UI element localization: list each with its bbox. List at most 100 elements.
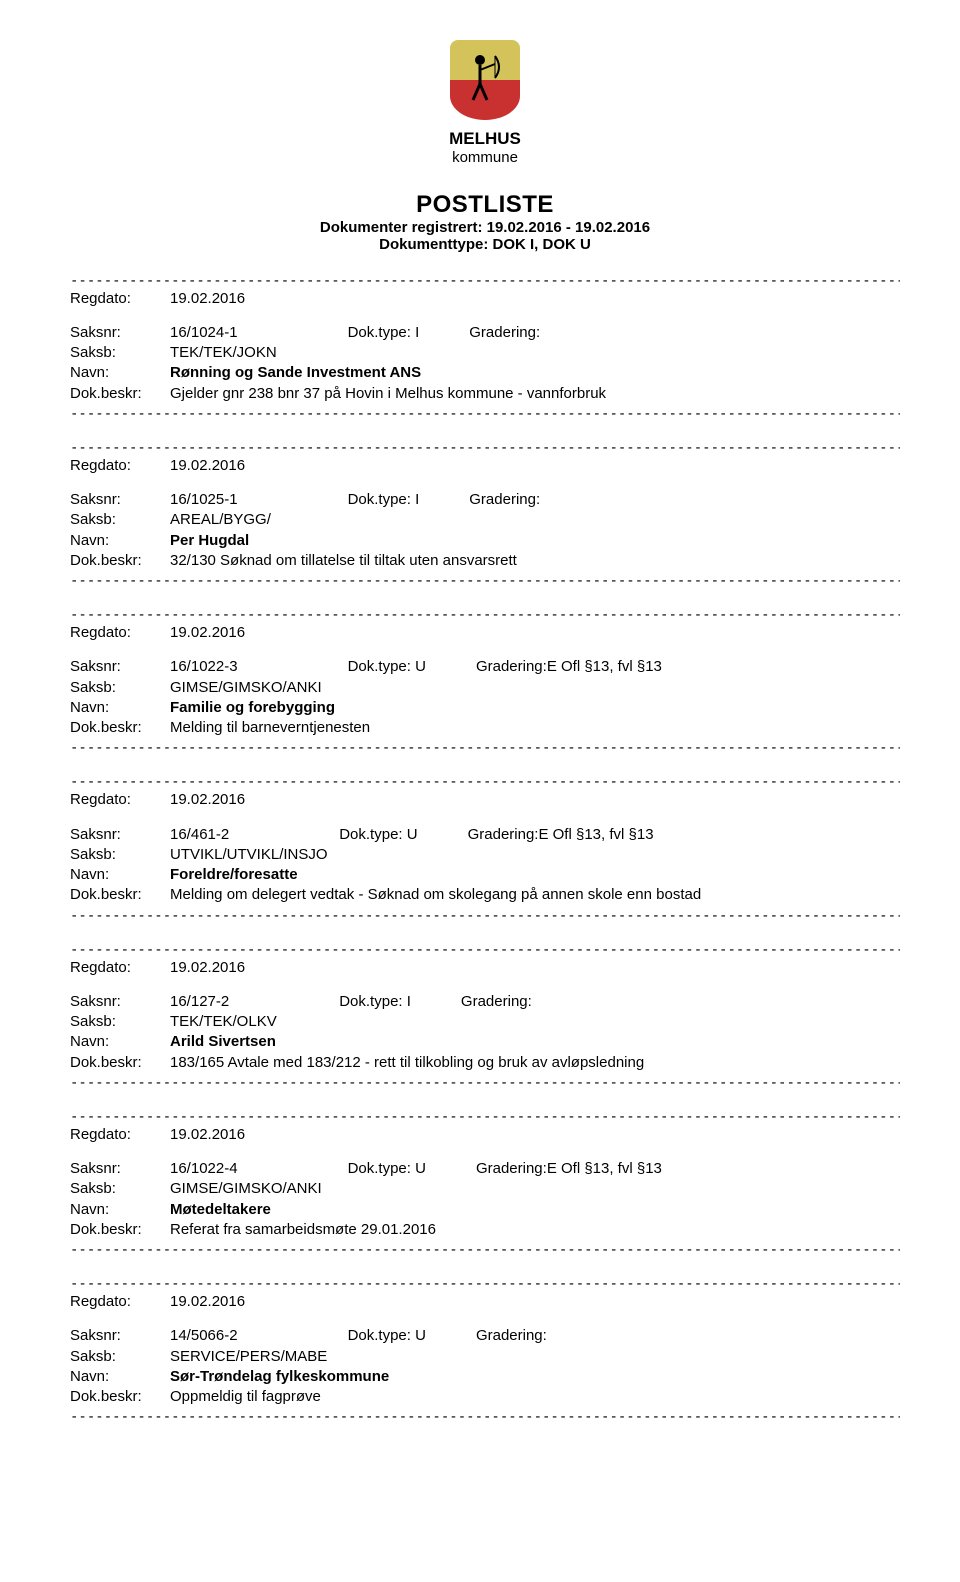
saksb-row: Saksb:GIMSE/GIMSKO/ANKI [70,678,900,698]
navn-value: Rønning og Sande Investment ANS [170,363,900,383]
logo-sub: kommune [70,149,900,166]
regdato-label: Regdato: [70,1125,170,1145]
entry-block: ----------------------------------------… [70,1276,900,1425]
saksnr-row: Saksnr:16/1022-3Dok.type: UGradering:E O… [70,657,900,677]
dokbeskr-value: Melding til barneverntjenesten [170,718,900,738]
navn-value: Møtedeltakere [170,1200,900,1220]
doktype-value: U [415,1327,426,1344]
gradering-value: E Ofl §13, fvl §13 [538,826,653,843]
dokbeskr-row: Dok.beskr:Melding om delegert vedtak - S… [70,885,900,905]
regdato-value: 19.02.2016 [170,623,900,643]
separator: ----------------------------------------… [70,908,900,924]
gradering-label: Gradering: [476,1160,547,1177]
saksb-label: Saksb: [70,343,170,363]
dokbeskr-value: Oppmeldig til fagprøve [170,1387,900,1407]
spacer [70,978,900,992]
dokbeskr-label: Dok.beskr: [70,551,170,571]
dokbeskr-label: Dok.beskr: [70,1387,170,1407]
saksnr-value: 14/5066-2 [170,1326,238,1346]
spacer [70,811,900,825]
separator: ----------------------------------------… [70,573,900,589]
doktype-cell: Dok.type: I [339,992,411,1012]
entry-block: ----------------------------------------… [70,774,900,923]
dokbeskr-label: Dok.beskr: [70,885,170,905]
doktype-label: Dok.type: [339,993,407,1010]
separator: ----------------------------------------… [70,1075,900,1091]
regdato-value: 19.02.2016 [170,958,900,978]
regdato-value: 19.02.2016 [170,1292,900,1312]
saksb-row: Saksb:AREAL/BYGG/ [70,510,900,530]
spacer [70,476,900,490]
dokbeskr-label: Dok.beskr: [70,1053,170,1073]
saksnr-value: 16/1022-3 [170,657,238,677]
saksnr-value: 16/127-2 [170,992,229,1012]
saksnr-label: Saksnr: [70,323,170,343]
regdato-label: Regdato: [70,958,170,978]
saksnr-row: Saksnr:14/5066-2Dok.type: UGradering: [70,1326,900,1346]
navn-row: Navn:Per Hugdal [70,531,900,551]
gradering-cell: Gradering: [469,490,540,510]
doktype-cell: Dok.type: I [348,490,420,510]
separator: ----------------------------------------… [70,1109,900,1125]
doktype-label: Dok.type: [348,1327,416,1344]
navn-value: Foreldre/foresatte [170,865,900,885]
saksnr-row: Saksnr:16/461-2Dok.type: UGradering:E Of… [70,825,900,845]
saksb-value: SERVICE/PERS/MABE [170,1347,900,1367]
navn-value: Familie og forebygging [170,698,900,718]
regdato-value: 19.02.2016 [170,1125,900,1145]
dokbeskr-label: Dok.beskr: [70,1220,170,1240]
gradering-cell: Gradering: [461,992,532,1012]
saksb-row: Saksb:TEK/TEK/OLKV [70,1012,900,1032]
gradering-cell: Gradering:E Ofl §13, fvl §13 [468,825,654,845]
gradering-label: Gradering: [469,491,540,508]
doktype-label: Dok.type: [339,826,407,843]
regdato-row: Regdato:19.02.2016 [70,289,900,309]
saksnr-row: Saksnr:16/1024-1Dok.type: IGradering: [70,323,900,343]
navn-label: Navn: [70,1200,170,1220]
gradering-label: Gradering: [468,826,539,843]
saksb-label: Saksb: [70,1012,170,1032]
separator: ----------------------------------------… [70,1276,900,1292]
page: MELHUS kommune POSTLISTE Dokumenter regi… [0,0,960,1465]
saksnr-label: Saksnr: [70,825,170,845]
separator: ----------------------------------------… [70,942,900,958]
saksnr-value: 16/1024-1 [170,323,238,343]
navn-row: Navn:Arild Sivertsen [70,1032,900,1052]
spacer [70,1312,900,1326]
saksnr-label: Saksnr: [70,1159,170,1179]
regdato-label: Regdato: [70,289,170,309]
gradering-cell: Gradering:E Ofl §13, fvl §13 [476,657,662,677]
regdato-label: Regdato: [70,623,170,643]
entries-list: ----------------------------------------… [70,273,900,1426]
dokbeskr-row: Dok.beskr:Oppmeldig til fagprøve [70,1387,900,1407]
dokbeskr-value: 183/165 Avtale med 183/212 - rett til ti… [170,1053,900,1073]
saksb-label: Saksb: [70,510,170,530]
header-block: POSTLISTE Dokumenter registrert: 19.02.2… [70,191,900,253]
navn-label: Navn: [70,531,170,551]
saksb-row: Saksb:TEK/TEK/JOKN [70,343,900,363]
navn-value: Sør-Trøndelag fylkeskommune [170,1367,900,1387]
navn-row: Navn:Familie og forebygging [70,698,900,718]
navn-label: Navn: [70,698,170,718]
entry-block: ----------------------------------------… [70,942,900,1091]
dokbeskr-value: Gjelder gnr 238 bnr 37 på Hovin i Melhus… [170,384,900,404]
navn-label: Navn: [70,865,170,885]
navn-label: Navn: [70,1367,170,1387]
dokbeskr-row: Dok.beskr:Referat fra samarbeidsmøte 29.… [70,1220,900,1240]
saksnr-value: 16/1025-1 [170,490,238,510]
regdato-value: 19.02.2016 [170,790,900,810]
saksnr-label: Saksnr: [70,490,170,510]
spacer [70,309,900,323]
dokbeskr-value: 32/130 Søknad om tillatelse til tiltak u… [170,551,900,571]
saksb-value: AREAL/BYGG/ [170,510,900,530]
doktype-value: U [415,1160,426,1177]
gradering-value: E Ofl §13, fvl §13 [547,1160,662,1177]
gradering-cell: Gradering: [469,323,540,343]
dokbeskr-value: Melding om delegert vedtak - Søknad om s… [170,885,900,905]
separator: ----------------------------------------… [70,406,900,422]
separator: ----------------------------------------… [70,1242,900,1258]
regdato-label: Regdato: [70,790,170,810]
doktype-label: Dok.type: [348,658,416,675]
saksb-label: Saksb: [70,845,170,865]
spacer [70,643,900,657]
